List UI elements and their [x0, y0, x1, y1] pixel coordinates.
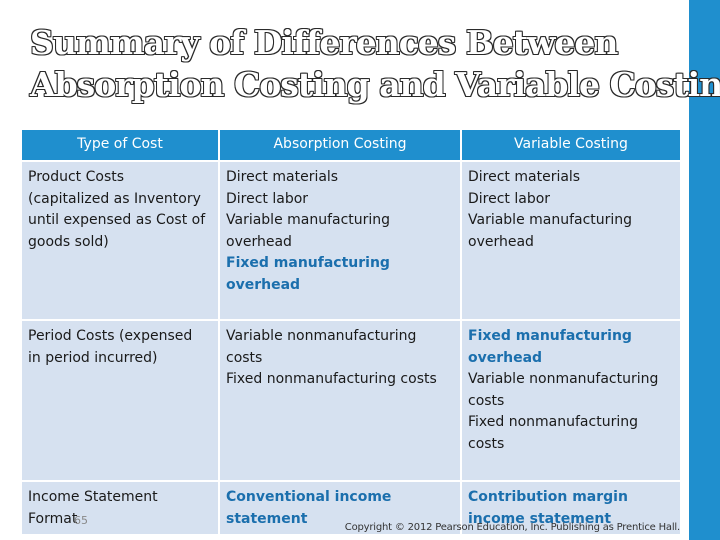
highlight-line: overhead	[468, 349, 543, 366]
cell-line: Period Costs (expensed	[28, 328, 193, 344]
slide-title: Summary of Differences Between Absorptio…	[30, 22, 720, 106]
cell-line: Variable nonmanufacturing	[226, 328, 417, 344]
differences-table: Type of Cost Absorption Costing Variable…	[20, 128, 682, 536]
cell-line: Fixed nonmanufacturing	[468, 414, 638, 430]
highlight-line: Fixed manufacturing	[226, 255, 390, 271]
cell-line: costs	[468, 392, 505, 409]
cell-line: Variable nonmanufacturing	[468, 371, 659, 387]
cell-type: Product Costs (capitalized as Inventory …	[20, 160, 220, 321]
cell-variable: Contribution margin income statement	[460, 480, 682, 536]
slide-number: 65	[74, 514, 88, 527]
table-row-product-costs: Product Costs (capitalized as Inventory …	[20, 160, 682, 321]
header-variable-costing: Variable Costing	[460, 128, 682, 162]
table-row-period-costs: Period Costs (expensed in period incurre…	[20, 319, 682, 482]
cell-variable: Direct materials Direct labor Variable m…	[460, 160, 682, 321]
header-absorption-costing: Absorption Costing	[218, 128, 462, 162]
highlight-line: Fixed manufacturing	[468, 328, 632, 344]
table-header-row: Type of Cost Absorption Costing Variable…	[20, 128, 682, 162]
cell-absorption: Variable nonmanufacturing costs Fixed no…	[218, 319, 462, 482]
cell-line: overhead	[468, 233, 534, 250]
cell-absorption: Direct materials Direct labor Variable m…	[218, 160, 462, 321]
title-line-2: Absorption Costing and Variable Costing	[30, 65, 720, 104]
cell-line: Variable manufacturing	[226, 212, 391, 228]
highlight-line: Conventional income	[226, 489, 392, 505]
cell-line: in period incurred)	[28, 349, 158, 366]
cell-line: overhead	[226, 233, 292, 250]
title-line-1: Summary of Differences Between	[30, 23, 618, 62]
cell-line: Format	[28, 510, 78, 527]
cell-line: costs	[226, 349, 263, 366]
cell-type: Period Costs (expensed in period incurre…	[20, 319, 220, 482]
cell-line: goods sold)	[28, 233, 109, 250]
accent-side-bar	[689, 0, 720, 540]
highlight-line: statement	[226, 510, 308, 527]
copyright-notice: Copyright © 2012 Pearson Education, Inc.…	[344, 522, 680, 533]
cell-line: until expensed as Cost of	[28, 212, 206, 228]
cell-line: Income Statement	[28, 489, 158, 505]
cell-line: Product Costs	[28, 169, 125, 185]
cell-variable: Fixed manufacturing overhead Variable no…	[460, 319, 682, 482]
cell-absorption: Conventional income statement	[218, 480, 462, 536]
cell-line: (capitalized as Inventory	[28, 190, 201, 207]
cell-line: Variable manufacturing	[468, 212, 633, 228]
table-row-income-statement: Income Statement Format Conventional inc…	[20, 480, 682, 536]
cell-line: Direct labor	[468, 190, 551, 207]
cell-line: Direct labor	[226, 190, 309, 207]
cell-line: Direct materials	[468, 169, 581, 185]
cell-line: costs	[468, 435, 505, 452]
highlight-line: income statement	[468, 510, 612, 527]
header-type-of-cost: Type of Cost	[20, 128, 220, 162]
highlight-line: Contribution margin	[468, 489, 628, 505]
cell-type: Income Statement Format	[20, 480, 220, 536]
cell-line: Fixed nonmanufacturing costs	[226, 371, 437, 387]
cell-line: Direct materials	[226, 169, 339, 185]
highlight-line: overhead	[226, 276, 301, 293]
